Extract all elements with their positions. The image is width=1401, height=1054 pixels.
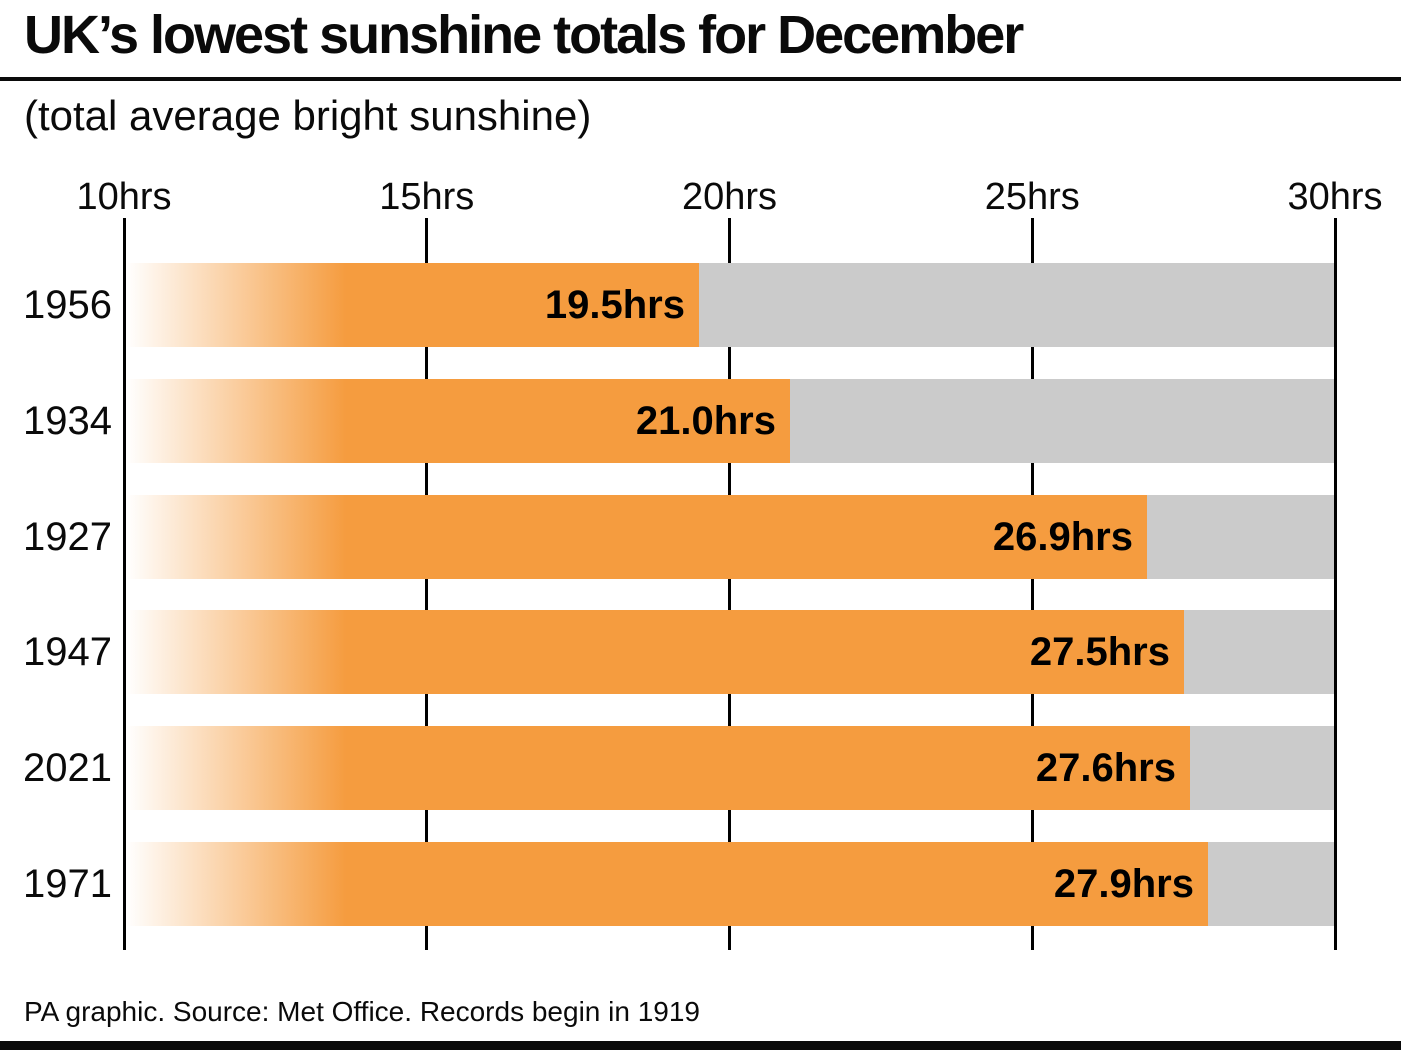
- axis-gridline: [1030, 218, 1034, 950]
- axis-gridline: [1333, 218, 1337, 950]
- value-label: 26.9hrs: [992, 515, 1133, 559]
- title-divider-rule: [0, 77, 1401, 81]
- bottom-border-bar: [0, 1041, 1401, 1050]
- value-label: 27.5hrs: [1029, 630, 1170, 674]
- axis-tick-label: 20hrs: [681, 176, 778, 218]
- year-label: 1956: [23, 283, 112, 327]
- axis-tick-label: 30hrs: [1287, 176, 1383, 218]
- bar: 27.5hrs: [126, 610, 1184, 694]
- axis-tick-label: 10hrs: [76, 176, 172, 218]
- value-label: 27.6hrs: [1035, 746, 1176, 790]
- axis-tick-label: 15hrs: [379, 176, 475, 218]
- value-label: 19.5hrs: [544, 283, 685, 327]
- year-label: 1934: [23, 399, 112, 443]
- axis-gridline: [425, 218, 429, 950]
- bar: 21.0hrs: [126, 379, 790, 463]
- value-label: 27.9hrs: [1053, 862, 1194, 906]
- axis-tick-label: 25hrs: [984, 176, 1080, 218]
- year-label: 1947: [23, 630, 112, 674]
- value-label: 21.0hrs: [635, 399, 776, 443]
- axis-gridline: [122, 218, 126, 950]
- page-title: UK’s lowest sunshine totals for December: [24, 5, 1024, 65]
- bar: 26.9hrs: [126, 495, 1147, 579]
- chart-subtitle: (total average bright sunshine): [24, 92, 592, 139]
- bar: 27.6hrs: [126, 726, 1190, 810]
- year-label: 2021: [23, 746, 112, 790]
- bar: 19.5hrs: [126, 263, 699, 347]
- bar: 27.9hrs: [126, 842, 1208, 926]
- source-credit: PA graphic. Source: Met Office. Records …: [24, 996, 701, 1027]
- year-label: 1927: [23, 515, 112, 559]
- year-label: 1971: [23, 862, 112, 906]
- axis-gridline: [728, 218, 731, 950]
